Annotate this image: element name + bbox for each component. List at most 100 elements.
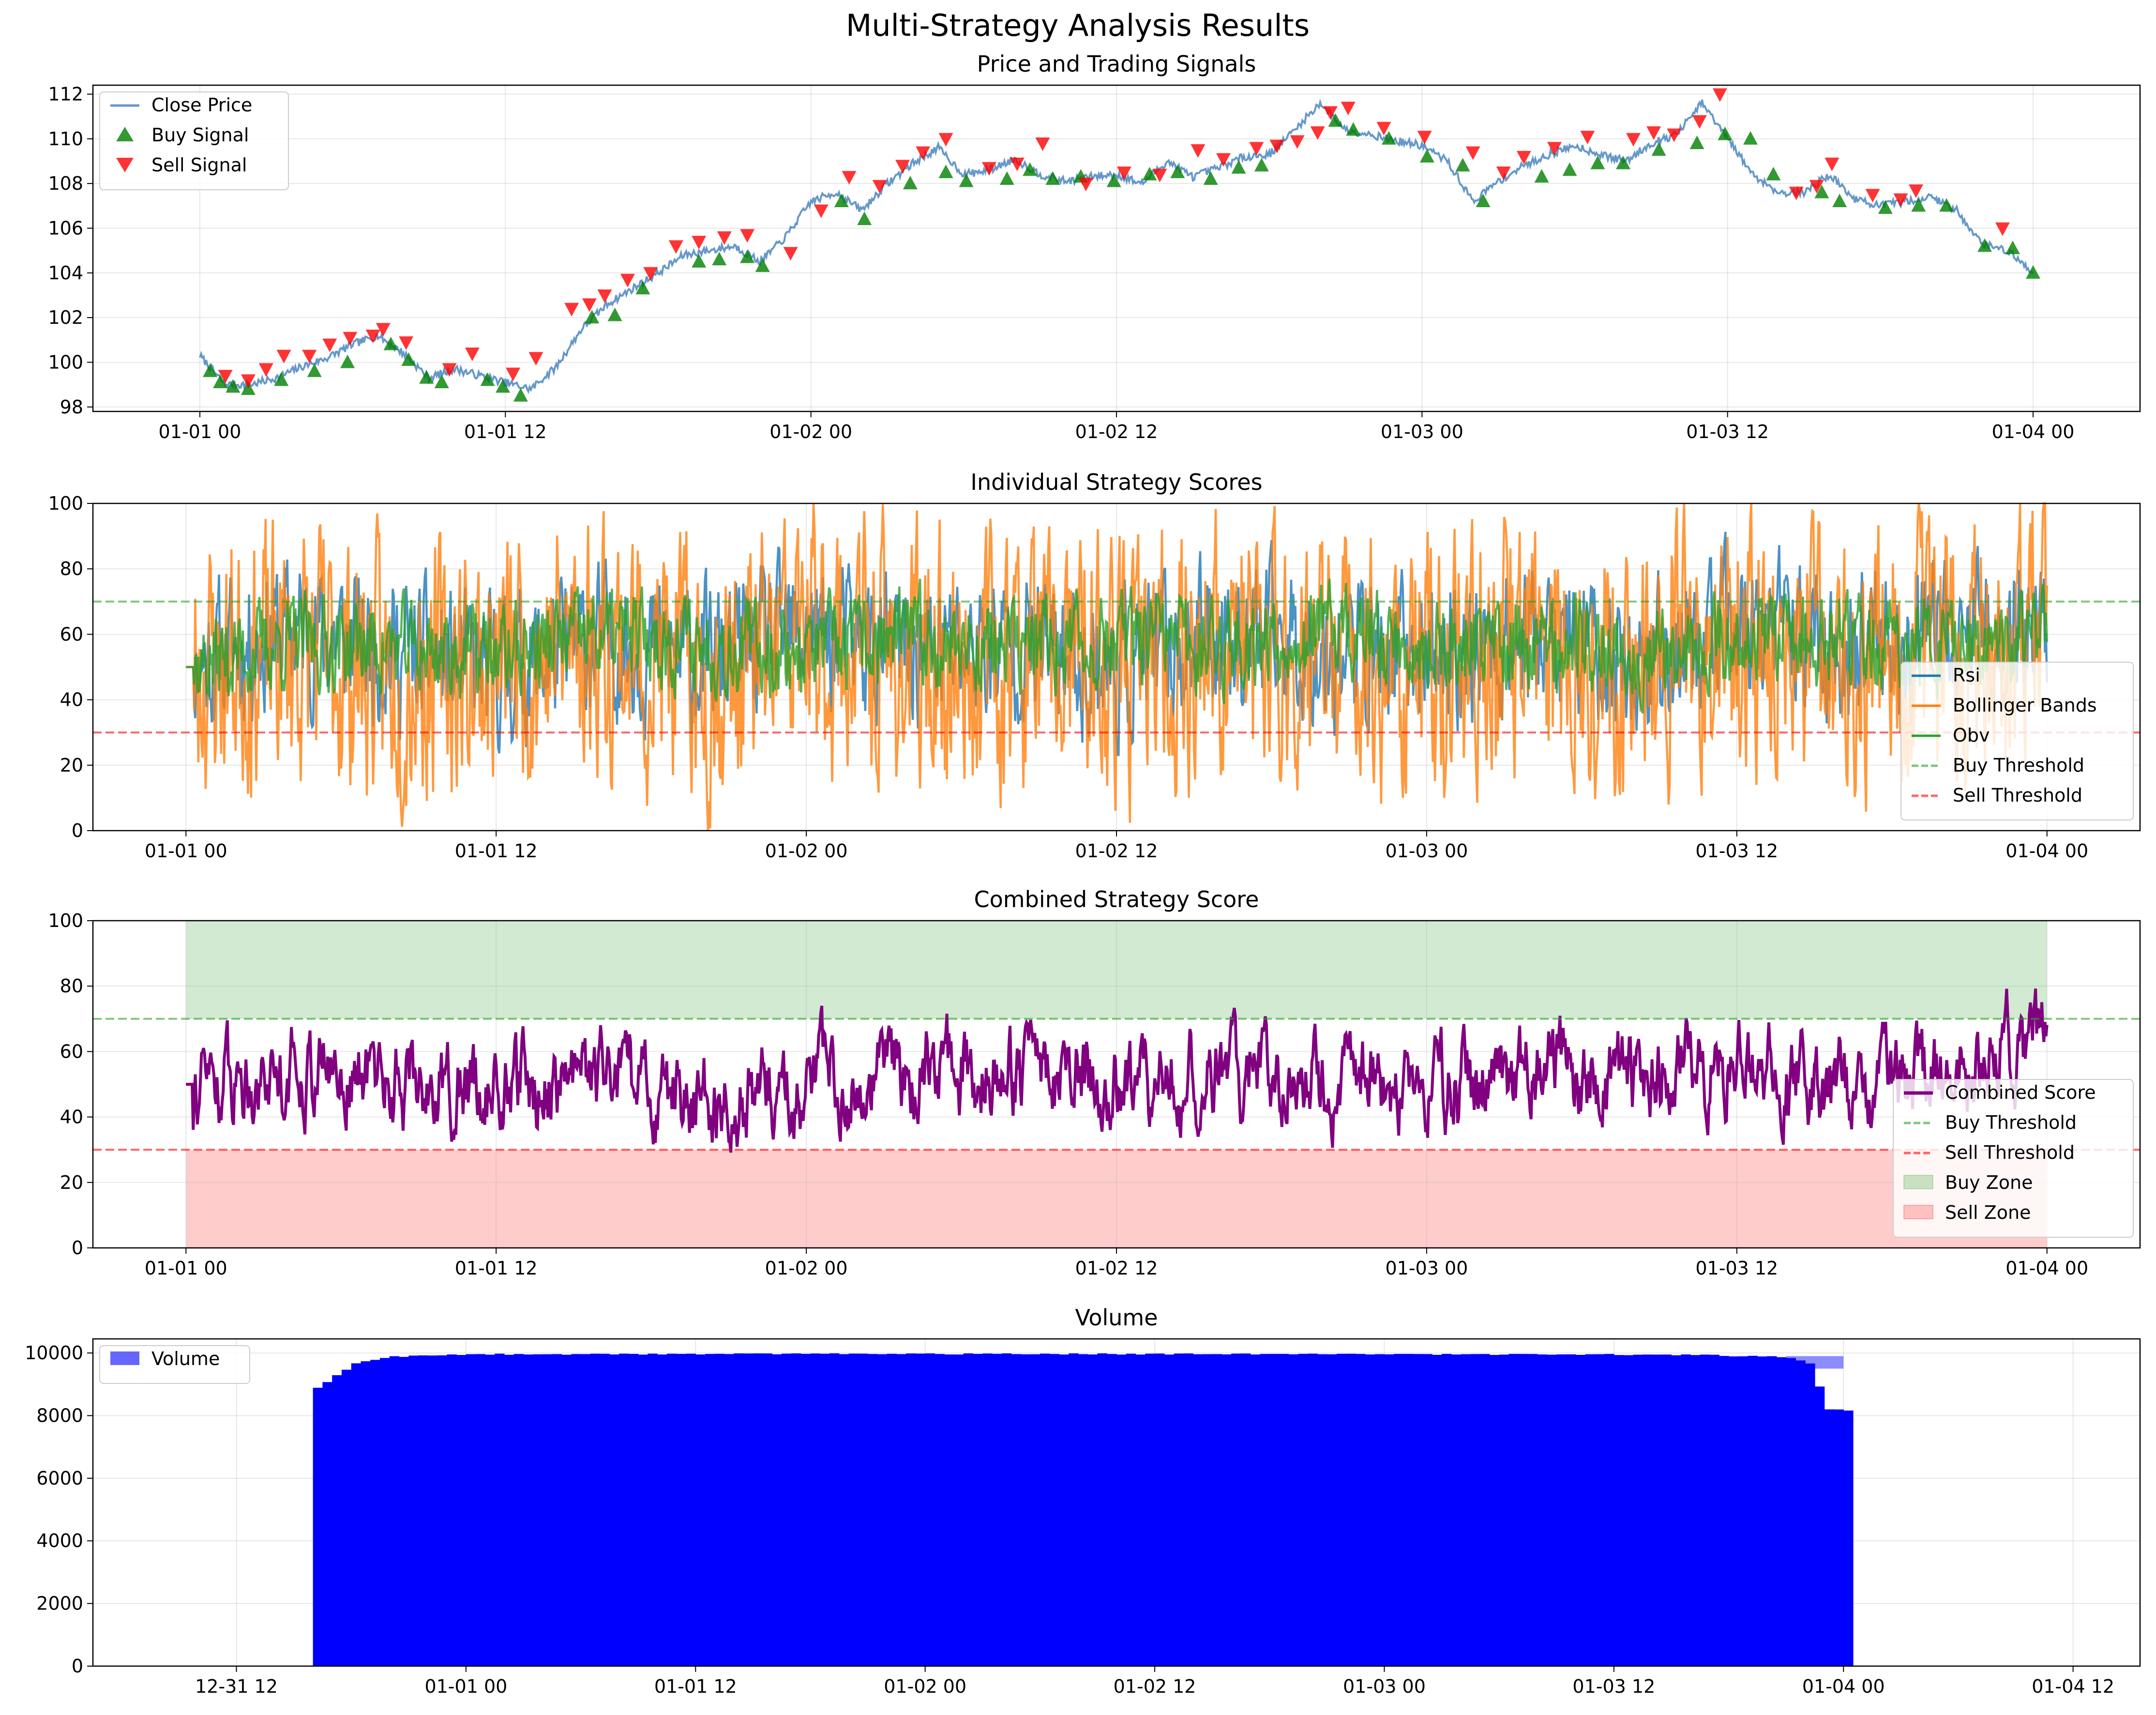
legend-swatch xyxy=(1903,1205,1933,1219)
axes-title: Combined Strategy Score xyxy=(974,886,1259,912)
sell-signal-marker xyxy=(1865,189,1880,203)
volume-bar xyxy=(753,1353,763,1666)
volume-bar xyxy=(944,1354,954,1666)
sell-signal-marker xyxy=(1646,126,1661,140)
buy-signal-marker xyxy=(513,388,528,402)
x-tick-label: 01-03 12 xyxy=(1572,1676,1655,1697)
x-tick-label: 12-31 12 xyxy=(195,1676,278,1697)
buy-signal-marker xyxy=(2005,241,2020,254)
legend-entry: Buy Signal xyxy=(116,124,249,146)
legend-entry: Sell Zone xyxy=(1903,1202,2031,1223)
volume-bar xyxy=(791,1353,801,1666)
sell-signal-marker xyxy=(399,336,414,350)
volume-bar xyxy=(1384,1354,1394,1666)
x-tick-label: 01-01 00 xyxy=(145,1258,227,1279)
volume-bar xyxy=(332,1375,342,1666)
buy-signal-marker xyxy=(834,194,849,208)
x-tick-label: 01-01 12 xyxy=(464,421,547,442)
volume-bar xyxy=(1212,1354,1222,1666)
volume-bar xyxy=(1126,1353,1136,1666)
buy-signal-marker xyxy=(1328,113,1343,127)
volume-bar xyxy=(1422,1354,1432,1666)
volume-bar xyxy=(1767,1356,1777,1666)
legend-entry: Buy Threshold xyxy=(1904,1112,2077,1133)
volume-bar xyxy=(1298,1353,1308,1666)
x-tick-label: 01-04 12 xyxy=(2032,1676,2114,1697)
volume-bar xyxy=(1604,1354,1614,1666)
volume-bar xyxy=(1786,1356,1844,1369)
legend-label: Sell Zone xyxy=(1945,1202,2031,1223)
volume-bar xyxy=(322,1382,332,1666)
buy-signal-marker xyxy=(434,374,449,388)
axes-title: Individual Strategy Scores xyxy=(970,469,1262,495)
buy-signal-marker xyxy=(1346,122,1361,136)
x-tick-label: 01-03 12 xyxy=(1695,1258,1778,1279)
volume-bar xyxy=(1365,1354,1375,1666)
legend-label: Combined Score xyxy=(1945,1082,2096,1103)
volume-bar xyxy=(513,1354,524,1666)
x-tick-label: 01-01 12 xyxy=(654,1676,737,1697)
volume-bar xyxy=(619,1353,629,1666)
y-tick-label: 106 xyxy=(48,217,83,239)
sell-signal-marker xyxy=(343,332,358,346)
volume-bar xyxy=(1202,1354,1213,1666)
sell-signal-marker xyxy=(1376,121,1391,136)
x-tick-label: 01-02 00 xyxy=(765,1258,848,1279)
volume-bar xyxy=(351,1363,362,1666)
volume-bar xyxy=(504,1354,514,1666)
x-tick-label: 01-03 12 xyxy=(1695,840,1778,862)
buy-signal-marker xyxy=(1814,184,1829,198)
volume-bar xyxy=(1069,1353,1079,1666)
buy-signal-marker xyxy=(480,372,495,386)
volume-bar xyxy=(1643,1354,1653,1666)
y-tick-label: 100 xyxy=(48,493,83,514)
panel-price-signals: 01-01 00 01-01 12 01-02 00 01-02 12 01-03 00… xyxy=(48,51,2141,442)
x-tick-label: 01-04 00 xyxy=(2005,1258,2088,1279)
buy-signal-marker xyxy=(419,370,434,384)
sell-signal-marker xyxy=(1667,128,1682,142)
sell-signal-marker xyxy=(582,298,597,312)
buy-signal-marker xyxy=(1170,165,1185,179)
volume-bar xyxy=(1556,1354,1567,1666)
legend-box xyxy=(1900,662,2134,820)
volume-bar xyxy=(1279,1354,1289,1666)
obv-line xyxy=(186,578,2048,714)
volume-bar xyxy=(839,1354,849,1666)
axes-title: Volume xyxy=(1075,1305,1158,1331)
volume-bar xyxy=(1327,1354,1337,1666)
volume-bar xyxy=(1719,1356,1729,1666)
volume-bar xyxy=(1221,1354,1232,1666)
buy-signal-marker xyxy=(1689,136,1704,150)
legend-box xyxy=(99,91,289,190)
y-tick-label: 8000 xyxy=(36,1405,83,1426)
volume-bar xyxy=(475,1354,486,1666)
sell-signal-marker xyxy=(1893,193,1908,207)
volume-bar xyxy=(782,1353,792,1666)
buy-signal-marker xyxy=(2026,265,2041,279)
y-tick-label: 0 xyxy=(72,820,83,841)
buy-signal-marker xyxy=(1766,167,1781,181)
sell-signal-marker xyxy=(1909,184,1924,198)
figure-suptitle: Multi-Strategy Analysis Results xyxy=(846,8,1310,43)
volume-bar xyxy=(1528,1354,1538,1666)
volume-bar xyxy=(1585,1354,1595,1666)
volume-bar xyxy=(1317,1354,1327,1666)
volume-bar xyxy=(1288,1354,1299,1666)
volume-bar xyxy=(925,1353,935,1666)
y-tick-label: 20 xyxy=(60,755,83,776)
y-tick-label: 98 xyxy=(60,396,83,418)
x-tick-label: 01-03 00 xyxy=(1381,421,1463,442)
y-tick-label: 104 xyxy=(48,262,83,284)
y-tick-label: 0 xyxy=(72,1237,83,1259)
volume-bar xyxy=(1748,1355,1758,1666)
volume-bar xyxy=(714,1353,725,1666)
legend-entry: Sell Threshold xyxy=(1912,785,2082,806)
volume-bar xyxy=(973,1354,983,1666)
buy-signal-marker xyxy=(903,176,918,190)
x-tick-label: 01-02 12 xyxy=(1075,1258,1158,1279)
buy-signal-marker xyxy=(585,310,600,324)
volume-bar xyxy=(887,1353,897,1666)
volume-bar xyxy=(1518,1354,1528,1666)
x-tick-label: 01-02 00 xyxy=(769,421,852,442)
x-tick-label: 01-03 12 xyxy=(1686,421,1769,442)
